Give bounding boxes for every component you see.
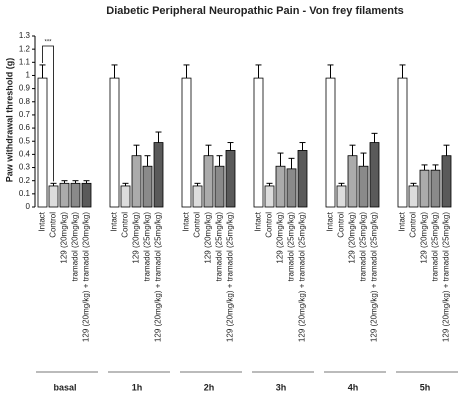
x-tick-label: Control: [409, 212, 418, 238]
bar: [142, 165, 153, 208]
annotation: ***: [44, 40, 52, 46]
bar: [70, 182, 81, 208]
x-tick-label: 129 (20mg/kg): [420, 212, 429, 264]
bar: [286, 168, 297, 208]
bar: [109, 77, 120, 208]
y-tick-label: 0.2: [19, 176, 31, 185]
group-label: 1h: [132, 382, 143, 392]
x-tick-label: 129 (20mg/kg): [276, 212, 285, 264]
significance-bracket: [42, 45, 54, 182]
x-tick-label: 129 (20mg/kg) + tramadol (25mg/kg): [154, 212, 163, 342]
y-axis-label: Paw withdrawal threshold (g): [4, 58, 14, 183]
bar: [120, 185, 131, 208]
x-tick-label: 129 (20mg/kg): [204, 212, 213, 264]
y-tick-label: 1.2: [19, 44, 31, 53]
bar: [297, 150, 308, 208]
x-tick-label: Intact: [110, 211, 119, 231]
bar: [225, 150, 236, 208]
x-tick-label: tramadol (25mg/kg): [431, 212, 440, 282]
group-label: 5h: [420, 382, 431, 392]
bar: [131, 155, 142, 208]
x-tick-label: Intact: [398, 211, 407, 231]
x-tick-label: tramadol (20mg/kg): [71, 212, 80, 282]
x-tick-label: 129 (20mg/kg) + tramadol (25mg/kg): [226, 212, 235, 342]
bar: [441, 155, 452, 208]
chart-title: Diabetic Peripheral Neuropathic Pain - V…: [106, 5, 403, 17]
bar: [214, 165, 225, 208]
bar: [358, 165, 369, 208]
bar: [253, 77, 264, 208]
bar: [325, 77, 336, 208]
group-label: 2h: [204, 382, 215, 392]
group-label: 4h: [348, 382, 359, 392]
x-tick-label: Control: [265, 212, 274, 238]
group-label: basal: [53, 382, 76, 392]
x-tick-label: tramadol (25mg/kg): [143, 212, 152, 282]
bar: [37, 77, 48, 208]
bar: [153, 142, 164, 208]
bar: [347, 155, 358, 208]
bar: [59, 182, 70, 208]
bar: [264, 185, 275, 208]
y-tick-label: 1.3: [19, 31, 31, 40]
x-tick-label: Control: [49, 212, 58, 238]
y-tick-label: 0: [26, 202, 31, 211]
x-tick-label: Control: [193, 212, 202, 238]
x-tick-label: 129 (20mg/kg) + tramadol (25mg/kg): [298, 212, 307, 342]
y-tick-label: 0.1: [19, 189, 31, 198]
bar: [81, 182, 92, 208]
x-tick-label: Control: [121, 212, 130, 238]
x-tick-label: 129 (20mg/kg): [60, 212, 69, 264]
bar: [369, 142, 380, 208]
x-tick-label: Control: [337, 212, 346, 238]
group-label: 3h: [276, 382, 287, 392]
x-tick-label: 129 (20mg/kg): [132, 212, 141, 264]
y-tick-label: 0.4: [19, 149, 31, 158]
bar: [48, 185, 59, 208]
y-tick-label: 0.7: [19, 110, 31, 119]
x-tick-label: 129 (20mg/kg): [348, 212, 357, 264]
y-tick-label: 1.1: [19, 57, 31, 66]
x-tick-label: Intact: [254, 211, 263, 231]
bar: [181, 77, 192, 208]
y-tick-label: 0.5: [19, 136, 31, 145]
x-tick-label: tramadol (25mg/kg): [215, 212, 224, 282]
y-tick-label: 0.6: [19, 123, 31, 132]
x-tick-label: 129 (20mg/kg) + tramadol (20mg/kg): [82, 212, 91, 342]
x-tick-label: 129 (20mg/kg) + tramadol (25mg/kg): [370, 212, 379, 342]
bar: [397, 77, 408, 208]
bar: [192, 185, 203, 208]
bar: [336, 185, 347, 208]
bar: [275, 165, 286, 208]
bar: [430, 169, 441, 208]
x-tick-label: Intact: [38, 211, 47, 231]
bar: [203, 155, 214, 208]
x-tick-label: Intact: [182, 211, 191, 231]
x-tick-label: tramadol (25mg/kg): [287, 212, 296, 282]
y-tick-label: 0.3: [19, 163, 31, 172]
bar: [408, 185, 419, 208]
x-tick-label: Intact: [326, 211, 335, 231]
x-tick-label: tramadol (25mg/kg): [359, 212, 368, 282]
bar: [419, 169, 430, 208]
y-tick-label: 0.9: [19, 84, 31, 93]
x-tick-label: 129 (20mg/kg) + tramadol (25mg/kg): [442, 212, 451, 342]
y-tick-label: 1: [26, 71, 31, 80]
y-tick-label: 0.8: [19, 97, 31, 106]
